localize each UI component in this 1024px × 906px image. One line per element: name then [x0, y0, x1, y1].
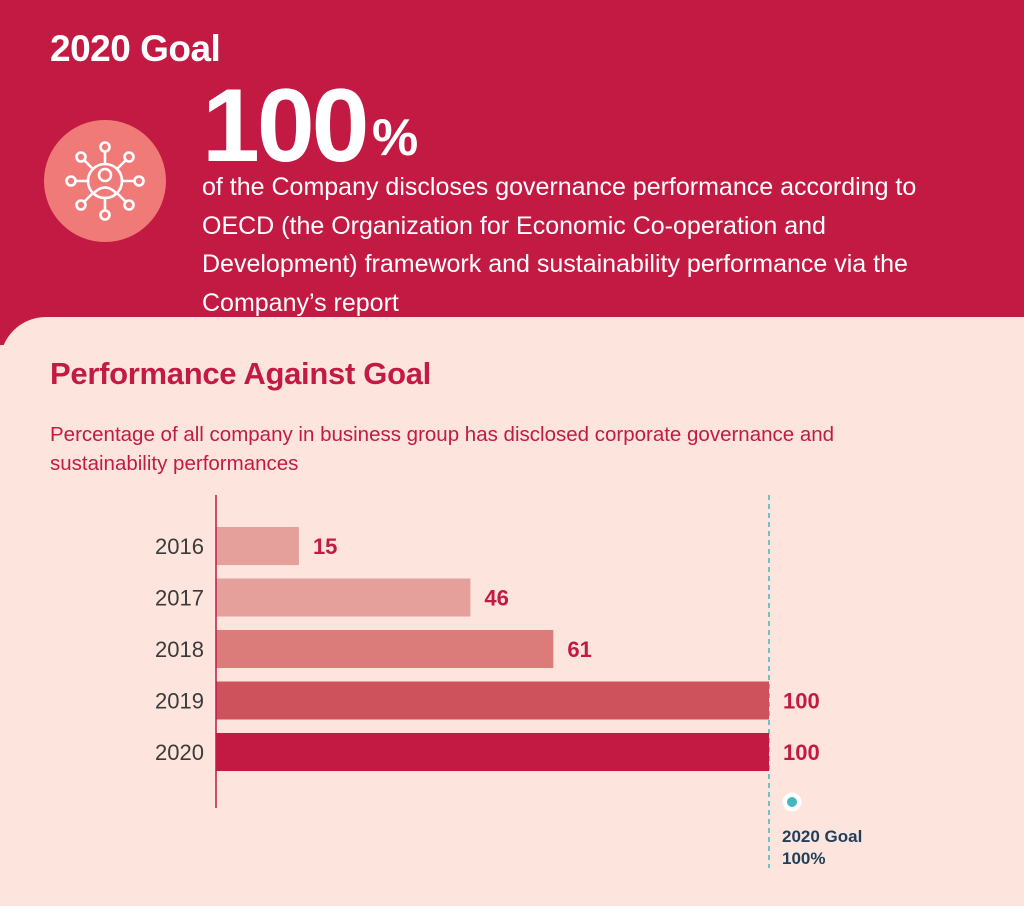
category-label-2017: 2017: [155, 586, 204, 611]
bar-2020: [216, 733, 769, 771]
value-label-2017: 46: [484, 586, 508, 611]
section-subtitle: Percentage of all company in business gr…: [50, 423, 835, 475]
goal-percentage-value: 100: [202, 68, 370, 184]
bar-2017: [216, 578, 471, 617]
goal-label: 2020 Goal: [782, 827, 862, 846]
category-label-2019: 2019: [155, 689, 204, 714]
goal-value-label: 100%: [782, 849, 825, 868]
network-person-icon: [44, 120, 166, 242]
category-label-2018: 2018: [155, 637, 204, 662]
goal-banner: [0, 0, 1024, 345]
value-label-2018: 61: [567, 637, 591, 662]
value-label-2019: 100: [783, 689, 820, 714]
value-label-2016: 15: [313, 534, 337, 559]
goal-marker-dot: [787, 797, 797, 807]
bar-2018: [216, 630, 554, 668]
goal-title: 2020 Goal: [50, 28, 221, 69]
category-label-2020: 2020: [155, 740, 204, 765]
category-label-2016: 2016: [155, 534, 204, 559]
section-title: Performance Against Goal: [50, 356, 431, 391]
value-label-2020: 100: [783, 740, 820, 765]
performance-bar-chart: 2016 15 2017 46 2018 61 2019 100 2020 100 2020 Goa…: [155, 495, 862, 868]
goal-description: of the Company discloses governance perf…: [202, 173, 917, 317]
bar-2016: [216, 527, 299, 565]
goal-percentage-unit: %: [372, 109, 419, 167]
performance-panel: [0, 317, 1024, 906]
bar-2019: [216, 681, 769, 720]
